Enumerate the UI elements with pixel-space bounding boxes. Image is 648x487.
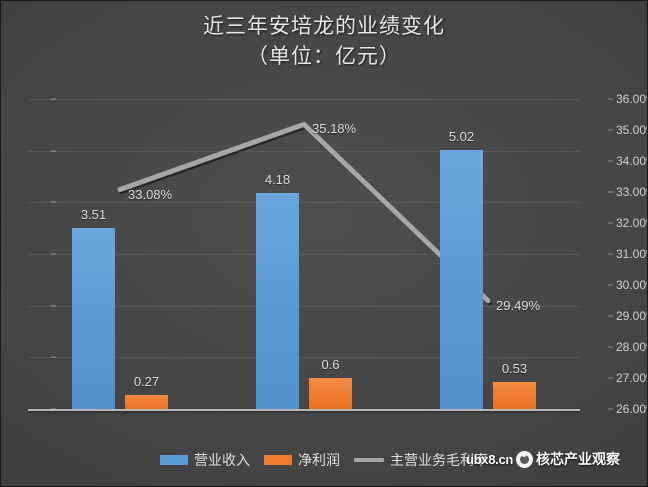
y-axis-right-tick: [608, 346, 613, 348]
y-axis-left-tick: [51, 150, 56, 152]
circle-logo-icon: [516, 450, 534, 468]
y-axis-right-label: 32.00%: [616, 216, 648, 230]
y-axis-right-label: 29.00%: [616, 309, 648, 323]
y-axis-right-label: 31.00%: [616, 247, 648, 261]
legend-line-swatch-icon: [354, 458, 384, 462]
bar-profit: [125, 395, 168, 409]
y-axis-right-label: 35.00%: [616, 123, 648, 137]
line-value-label: 29.49%: [496, 297, 541, 313]
y-axis-left-tick: [51, 356, 56, 358]
bar-value-label: 0.6: [321, 357, 340, 372]
legend-item[interactable]: 主营业务毛利率: [354, 450, 488, 470]
legend-bar-swatch-icon: [160, 455, 188, 465]
bar-value-label: 5.02: [448, 128, 475, 144]
y-axis-right-tick: [608, 377, 613, 379]
chart-title-main: 近三年安培龙的业绩变化: [203, 15, 445, 38]
gridline: [28, 99, 580, 100]
chart-title-subtitle: （单位：亿元）: [247, 45, 401, 68]
watermark: ubx8.cn 核芯产业观察: [466, 449, 620, 469]
margin-line-shadow: [119, 123, 492, 306]
y-axis-left-tick: [51, 253, 56, 255]
watermark-brand: 核芯产业观察: [536, 451, 621, 467]
bar-value-label: 4.18: [264, 172, 291, 188]
y-axis-right-tick: [608, 408, 613, 410]
gridline: [28, 357, 580, 359]
chart-legend: 营业收入 净利润 主营业务毛利率: [0, 450, 648, 470]
bar-profit: [309, 378, 352, 409]
y-axis-right-label: 26.00%: [616, 402, 648, 416]
y-axis-right-tick: [608, 222, 613, 224]
bar-revenue: [440, 149, 483, 409]
plot-area: 012345626.00%27.00%28.00%29.00%30.00%31.…: [28, 92, 648, 416]
y-axis-right-tick: [608, 160, 613, 162]
legend-label: 营业收入: [194, 452, 250, 468]
legend-label: 主营业务毛利率: [390, 452, 488, 468]
line-value-label: 33.08%: [128, 186, 173, 202]
bar-value-label: 3.51: [80, 206, 107, 222]
gridline: [28, 150, 580, 152]
y-axis-right-label: 36.00%: [616, 92, 648, 106]
y-axis-right-label: 30.00%: [616, 278, 648, 292]
y-axis-right-tick: [608, 129, 613, 131]
bar-revenue: [256, 193, 299, 409]
y-axis-right-tick: [608, 315, 613, 317]
legend-label: 净利润: [298, 452, 340, 468]
axis-baseline: [28, 409, 580, 411]
watermark-domain: ubx8.cn: [466, 451, 514, 467]
gridline: [28, 305, 580, 307]
bar-revenue: [72, 227, 115, 409]
legend-item[interactable]: 营业收入: [160, 450, 250, 470]
legend-bar-swatch-icon: [264, 455, 292, 465]
bar-value-label: 0.53: [501, 360, 528, 376]
y-axis-right-label: 28.00%: [616, 340, 648, 354]
gridline: [28, 202, 580, 204]
y-axis-right-label: 33.00%: [616, 185, 648, 199]
bar-value-label: 0.27: [133, 374, 160, 390]
y-axis-left-tick: [51, 305, 56, 307]
y-axis-right-label: 27.00%: [616, 371, 648, 385]
y-axis-left-tick: [51, 201, 56, 203]
bar-profit: [493, 381, 536, 409]
chart-title: 近三年安培龙的业绩变化 （单位：亿元）: [0, 12, 648, 72]
y-axis-left-tick: [51, 408, 56, 410]
y-axis-right-tick: [608, 253, 613, 255]
y-axis-left-tick: [51, 98, 56, 100]
y-axis-right-tick: [608, 191, 613, 193]
line-value-label: 35.18%: [312, 121, 357, 137]
y-axis-right-tick: [608, 284, 613, 286]
gridline: [28, 254, 580, 255]
y-axis-right-tick: [608, 98, 613, 100]
legend-item[interactable]: 净利润: [264, 450, 340, 470]
y-axis-right-label: 34.00%: [616, 154, 648, 168]
